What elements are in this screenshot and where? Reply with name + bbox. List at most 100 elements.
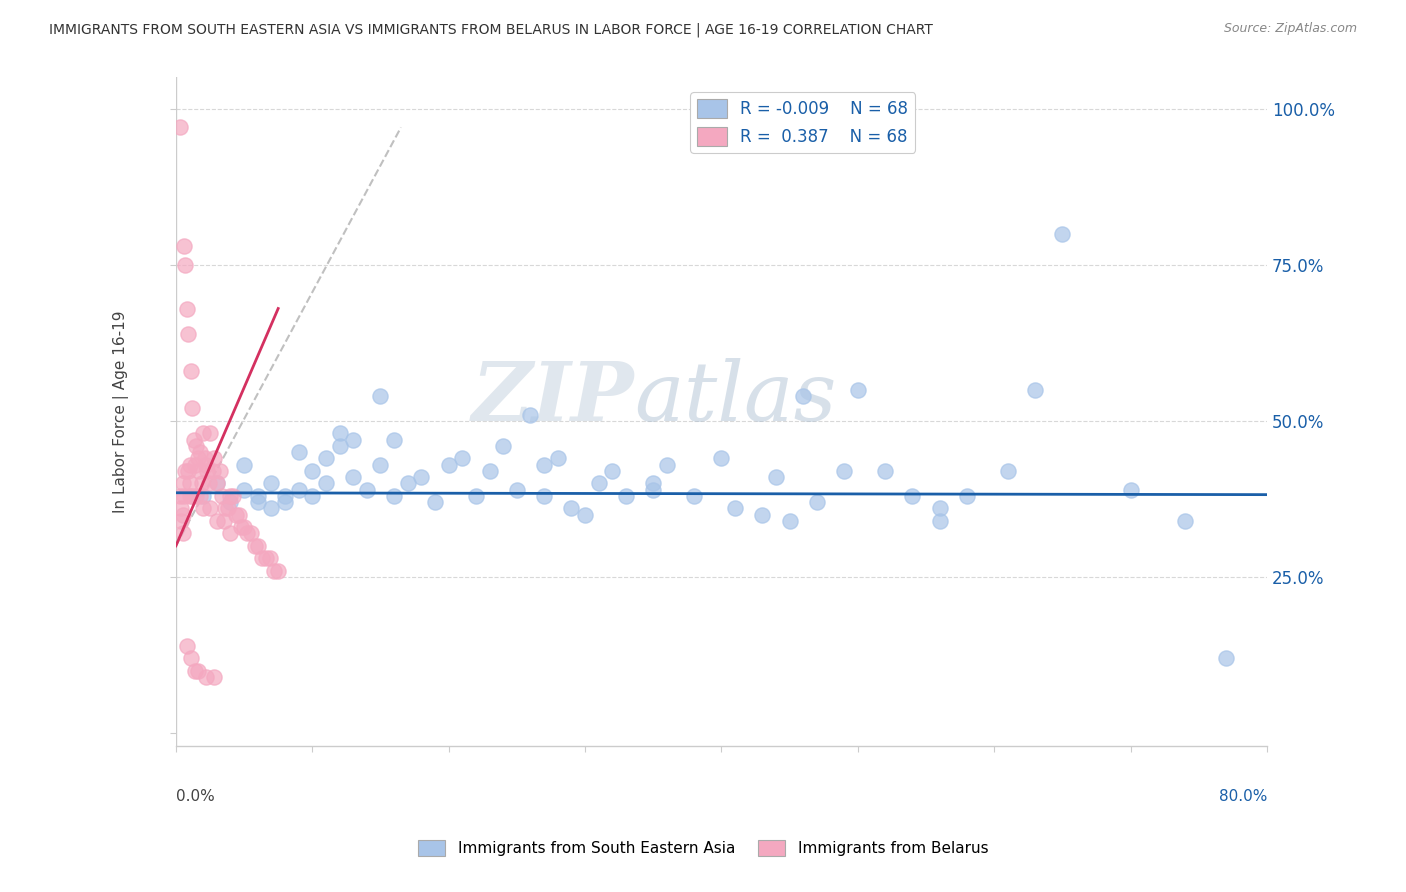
Legend: R = -0.009    N = 68, R =  0.387    N = 68: R = -0.009 N = 68, R = 0.387 N = 68 bbox=[690, 93, 915, 153]
Point bbox=[370, 389, 392, 403]
Point bbox=[287, 445, 309, 459]
Point bbox=[301, 464, 323, 478]
Point bbox=[219, 489, 242, 503]
Point bbox=[710, 451, 733, 466]
Point bbox=[179, 476, 201, 491]
Point bbox=[197, 476, 219, 491]
Point bbox=[260, 476, 283, 491]
Point bbox=[179, 458, 201, 472]
Text: atlas: atlas bbox=[634, 359, 837, 438]
Point bbox=[765, 470, 787, 484]
Point bbox=[193, 489, 215, 503]
Point bbox=[222, 489, 245, 503]
Point bbox=[655, 458, 678, 472]
Point bbox=[423, 495, 446, 509]
Point bbox=[614, 489, 637, 503]
Point bbox=[180, 364, 202, 378]
Point bbox=[217, 501, 239, 516]
Point bbox=[212, 514, 235, 528]
Point bbox=[193, 501, 215, 516]
Point bbox=[464, 489, 486, 503]
Point bbox=[193, 426, 215, 441]
Point bbox=[1119, 483, 1142, 497]
Point bbox=[1174, 514, 1197, 528]
Point bbox=[287, 483, 309, 497]
Point bbox=[201, 464, 224, 478]
Point bbox=[547, 451, 569, 466]
Point bbox=[176, 639, 198, 653]
Point bbox=[205, 476, 228, 491]
Point bbox=[263, 564, 285, 578]
Point bbox=[437, 458, 460, 472]
Point bbox=[172, 508, 194, 522]
Point bbox=[846, 383, 869, 397]
Point bbox=[233, 458, 256, 472]
Point bbox=[174, 258, 197, 272]
Point bbox=[724, 501, 747, 516]
Point bbox=[274, 495, 297, 509]
Point bbox=[188, 464, 211, 478]
Point bbox=[301, 489, 323, 503]
Point bbox=[600, 464, 623, 478]
Point bbox=[172, 476, 194, 491]
Point bbox=[181, 401, 204, 416]
Point bbox=[329, 426, 352, 441]
Point bbox=[225, 508, 247, 522]
Point bbox=[208, 464, 231, 478]
Point bbox=[382, 433, 405, 447]
Point bbox=[219, 495, 242, 509]
Point bbox=[1024, 383, 1046, 397]
Point bbox=[184, 458, 207, 472]
Point bbox=[180, 651, 202, 665]
Point bbox=[928, 501, 950, 516]
Point bbox=[506, 483, 529, 497]
Point bbox=[315, 476, 337, 491]
Point bbox=[370, 458, 392, 472]
Point bbox=[194, 458, 217, 472]
Point bbox=[169, 120, 191, 135]
Point bbox=[214, 501, 236, 516]
Point bbox=[173, 239, 195, 253]
Point bbox=[246, 495, 269, 509]
Point bbox=[195, 464, 218, 478]
Text: Source: ZipAtlas.com: Source: ZipAtlas.com bbox=[1223, 22, 1357, 36]
Point bbox=[259, 551, 281, 566]
Point bbox=[173, 489, 195, 503]
Point bbox=[560, 501, 582, 516]
Point bbox=[451, 451, 474, 466]
Point bbox=[250, 551, 273, 566]
Point bbox=[236, 526, 259, 541]
Point bbox=[239, 526, 262, 541]
Text: ZIP: ZIP bbox=[471, 359, 634, 438]
Point bbox=[779, 514, 801, 528]
Point bbox=[751, 508, 773, 522]
Point bbox=[329, 439, 352, 453]
Legend: Immigrants from South Eastern Asia, Immigrants from Belarus: Immigrants from South Eastern Asia, Immi… bbox=[412, 834, 994, 862]
Point bbox=[202, 670, 225, 684]
Point bbox=[533, 489, 555, 503]
Point bbox=[205, 476, 228, 491]
Point bbox=[205, 514, 228, 528]
Point bbox=[231, 520, 253, 534]
Point bbox=[997, 464, 1019, 478]
Point bbox=[792, 389, 814, 403]
Point bbox=[928, 514, 950, 528]
Point bbox=[191, 476, 214, 491]
Point bbox=[411, 470, 433, 484]
Point bbox=[492, 439, 515, 453]
Point bbox=[254, 551, 277, 566]
Point bbox=[176, 301, 198, 316]
Point bbox=[356, 483, 378, 497]
Point bbox=[198, 426, 221, 441]
Point bbox=[1052, 227, 1074, 241]
Point bbox=[170, 501, 193, 516]
Text: IMMIGRANTS FROM SOUTH EASTERN ASIA VS IMMIGRANTS FROM BELARUS IN LABOR FORCE | A: IMMIGRANTS FROM SOUTH EASTERN ASIA VS IM… bbox=[49, 22, 934, 37]
Point bbox=[342, 470, 364, 484]
Point bbox=[267, 564, 290, 578]
Point bbox=[382, 489, 405, 503]
Point bbox=[533, 458, 555, 472]
Point bbox=[172, 526, 194, 541]
Point bbox=[181, 489, 204, 503]
Point bbox=[198, 501, 221, 516]
Text: 0.0%: 0.0% bbox=[176, 789, 215, 805]
